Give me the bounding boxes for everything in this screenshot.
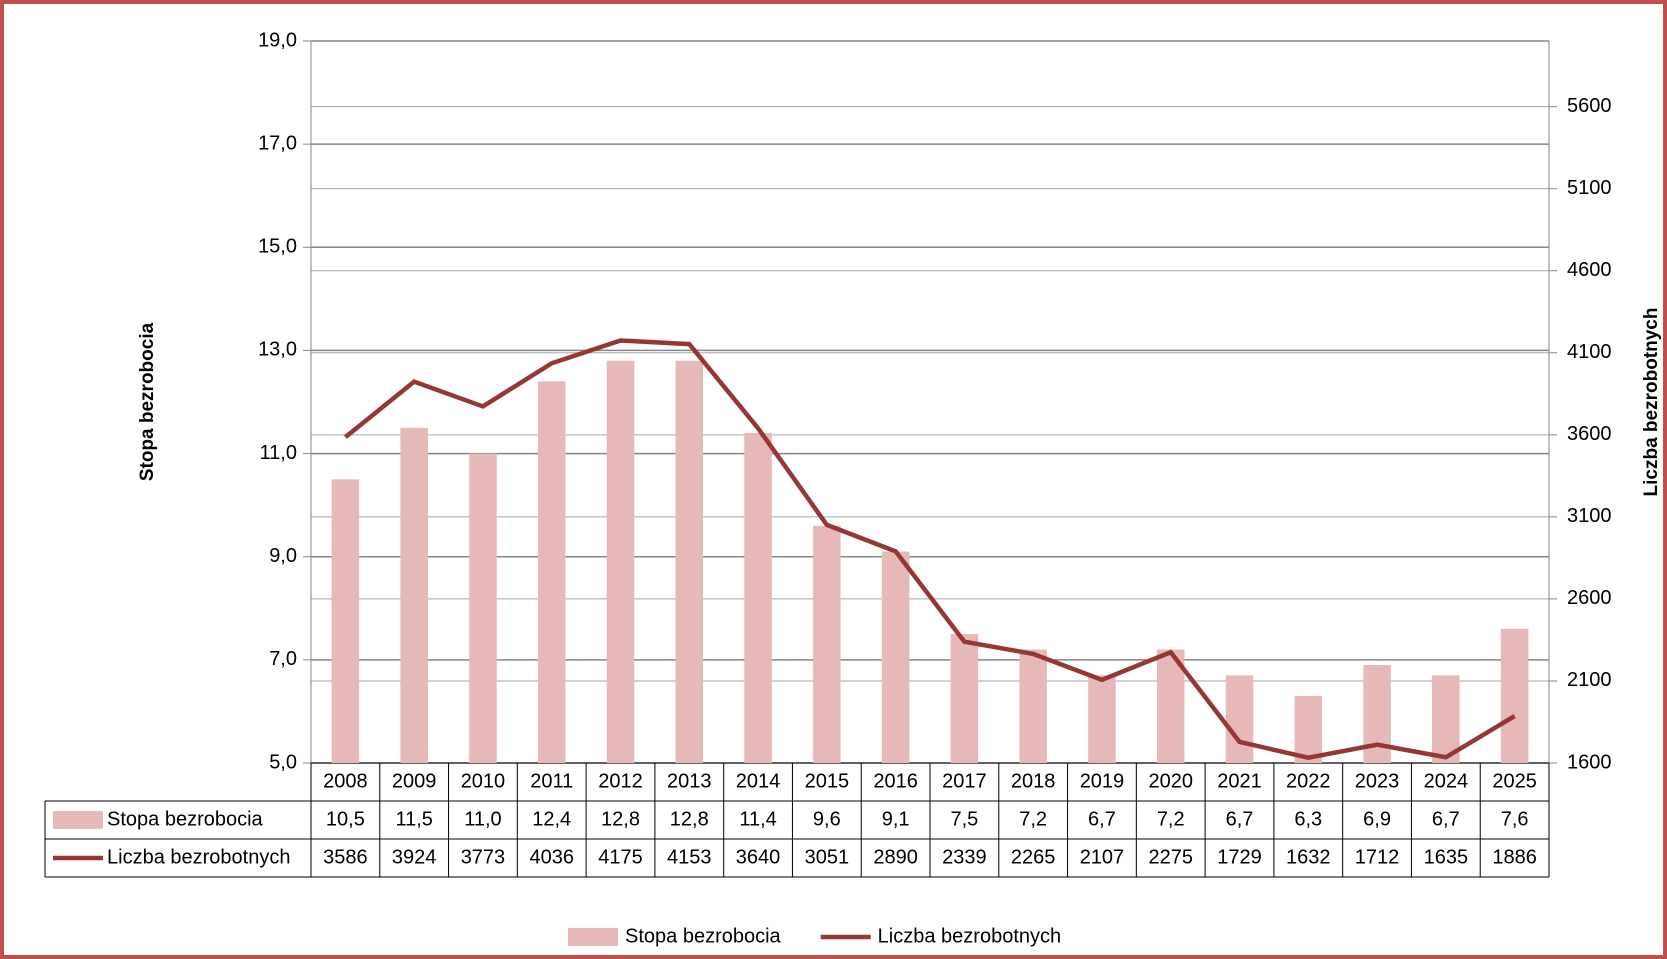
y2-tick-label: 2100 [1567, 669, 1612, 691]
y2-axis-title: Liczba bezrobotnych [1641, 308, 1662, 497]
bar [1432, 675, 1460, 763]
x-tick-label: 2020 [1148, 770, 1193, 792]
bar [606, 360, 635, 763]
data-label: 1886 [1492, 846, 1537, 868]
data-label: 7,2 [1157, 808, 1185, 830]
data-label: 12,8 [670, 808, 709, 830]
x-tick-label: 2008 [323, 770, 368, 792]
table-legend-label: Liczba bezrobotnych [107, 846, 290, 868]
bar [1156, 649, 1185, 763]
y-tick-label: 19,0 [258, 29, 297, 51]
data-label: 1729 [1217, 846, 1262, 868]
bar [881, 551, 910, 763]
data-label: 2107 [1080, 846, 1125, 868]
data-label: 1712 [1355, 846, 1400, 868]
data-label: 4175 [598, 846, 643, 868]
x-tick-label: 2010 [461, 770, 506, 792]
data-label: 6,7 [1088, 808, 1116, 830]
legend-marker [568, 928, 618, 946]
x-tick-label: 2013 [667, 770, 712, 792]
data-label: 2339 [942, 846, 987, 868]
data-label: 1632 [1286, 846, 1331, 868]
y-tick-label: 5,0 [269, 751, 297, 773]
x-tick-label: 2021 [1217, 770, 1262, 792]
x-tick-label: 2009 [392, 770, 437, 792]
data-label: 9,1 [882, 808, 910, 830]
y2-tick-label: 1600 [1567, 751, 1612, 773]
data-label: 7,2 [1019, 808, 1047, 830]
y-axis-title: Stopa bezrobocia [137, 322, 158, 481]
y2-tick-label: 5100 [1567, 177, 1612, 199]
data-label: 9,6 [813, 808, 841, 830]
data-label: 4153 [667, 846, 712, 868]
x-tick-label: 2016 [873, 770, 918, 792]
x-tick-label: 2024 [1424, 770, 1469, 792]
y-tick-label: 9,0 [269, 545, 297, 567]
data-label: 3773 [461, 846, 506, 868]
y2-tick-label: 4100 [1567, 341, 1612, 363]
x-tick-label: 2014 [736, 770, 781, 792]
data-label: 6,3 [1294, 808, 1322, 830]
data-label: 3051 [805, 846, 850, 868]
x-tick-label: 2015 [805, 770, 850, 792]
data-label: 6,7 [1432, 808, 1460, 830]
line [343, 338, 1516, 761]
x-tick-label: 2019 [1080, 770, 1125, 792]
data-label: 6,7 [1226, 808, 1254, 830]
y-tick-label: 11,0 [260, 442, 297, 464]
x-tick-label: 2022 [1286, 770, 1331, 792]
bar [537, 381, 566, 763]
bar [469, 453, 497, 763]
bar [1088, 675, 1116, 763]
y2-tick-label: 2600 [1567, 587, 1612, 609]
table-legend-marker [53, 811, 103, 829]
y-tick-label: 13,0 [258, 339, 297, 361]
x-tick-label: 2012 [598, 770, 643, 792]
bar [1294, 695, 1323, 763]
data-label: 3924 [392, 846, 437, 868]
y-tick-label: 15,0 [258, 236, 297, 258]
bar [813, 525, 841, 763]
data-label: 12,8 [601, 808, 640, 830]
data-label: 11,5 [395, 808, 432, 830]
data-label: 2890 [873, 846, 918, 868]
bar [1500, 628, 1529, 763]
data-label: 4036 [529, 846, 574, 868]
y-tick-label: 7,0 [269, 648, 297, 670]
data-label: 2275 [1148, 846, 1193, 868]
data-label: 2265 [1011, 846, 1056, 868]
y2-tick-label: 3100 [1567, 505, 1612, 527]
data-label: 7,6 [1501, 808, 1529, 830]
y-tick-label: 17,0 [258, 132, 297, 154]
x-tick-label: 2018 [1011, 770, 1056, 792]
y2-tick-label: 5600 [1567, 95, 1612, 117]
data-label: 10,5 [326, 808, 365, 830]
bar [1225, 675, 1254, 763]
legend-label: Liczba bezrobotnych [878, 925, 1061, 947]
bar [331, 479, 360, 763]
table-legend-label: Stopa bezrobocia [107, 808, 264, 830]
x-tick-label: 2011 [530, 770, 573, 792]
data-label: 3640 [736, 846, 781, 868]
y2-tick-label: 4600 [1567, 259, 1612, 281]
data-label: 7,5 [950, 808, 978, 830]
bar [1019, 649, 1047, 763]
legend-label: Stopa bezrobocia [625, 925, 782, 947]
data-label: 11,4 [739, 808, 776, 830]
x-tick-label: 2025 [1492, 770, 1537, 792]
data-label: 6,9 [1363, 808, 1391, 830]
bar [675, 360, 704, 763]
bar [744, 432, 772, 763]
bar [950, 634, 979, 763]
x-tick-label: 2017 [942, 770, 987, 792]
data-label: 3586 [323, 846, 368, 868]
x-tick-label: 2023 [1355, 770, 1400, 792]
data-label: 1635 [1424, 846, 1469, 868]
data-label: 11,0 [464, 808, 501, 830]
y2-tick-label: 3600 [1567, 423, 1612, 445]
bar [400, 427, 428, 763]
data-label: 12,4 [532, 808, 571, 830]
